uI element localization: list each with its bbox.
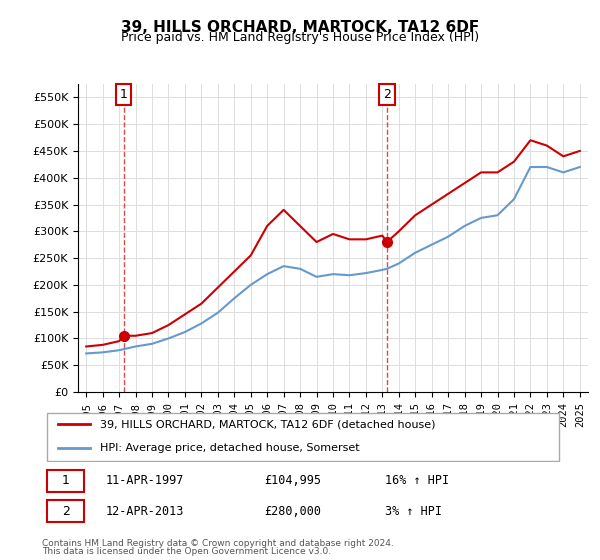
FancyBboxPatch shape [47, 413, 559, 461]
Text: This data is licensed under the Open Government Licence v3.0.: This data is licensed under the Open Gov… [42, 548, 331, 557]
Text: 12-APR-2013: 12-APR-2013 [106, 505, 184, 518]
Text: 2: 2 [62, 505, 70, 518]
Text: 3% ↑ HPI: 3% ↑ HPI [385, 505, 442, 518]
Text: 16% ↑ HPI: 16% ↑ HPI [385, 474, 449, 487]
Text: Price paid vs. HM Land Registry's House Price Index (HPI): Price paid vs. HM Land Registry's House … [121, 31, 479, 44]
Text: 1: 1 [120, 88, 128, 101]
Text: 39, HILLS ORCHARD, MARTOCK, TA12 6DF: 39, HILLS ORCHARD, MARTOCK, TA12 6DF [121, 20, 479, 35]
Text: Contains HM Land Registry data © Crown copyright and database right 2024.: Contains HM Land Registry data © Crown c… [42, 539, 394, 548]
FancyBboxPatch shape [47, 501, 84, 522]
Text: £280,000: £280,000 [264, 505, 321, 518]
Text: 2: 2 [383, 88, 391, 101]
Text: 11-APR-1997: 11-APR-1997 [106, 474, 184, 487]
Text: 39, HILLS ORCHARD, MARTOCK, TA12 6DF (detached house): 39, HILLS ORCHARD, MARTOCK, TA12 6DF (de… [100, 419, 436, 429]
FancyBboxPatch shape [47, 470, 84, 492]
Text: HPI: Average price, detached house, Somerset: HPI: Average price, detached house, Some… [100, 443, 360, 453]
Text: 1: 1 [62, 474, 70, 487]
Text: £104,995: £104,995 [264, 474, 321, 487]
